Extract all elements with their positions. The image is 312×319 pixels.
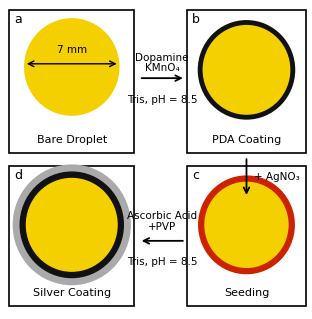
Circle shape (200, 22, 293, 117)
Text: a: a (14, 13, 22, 26)
Text: Seeding: Seeding (224, 288, 269, 298)
Circle shape (13, 165, 130, 285)
Text: c: c (192, 169, 199, 182)
Text: Dopamine: Dopamine (135, 53, 189, 63)
Text: +PVP: +PVP (148, 222, 176, 232)
Text: KMnO₄: KMnO₄ (145, 63, 180, 73)
Bar (187, 10, 306, 153)
Text: Tris, pH = 8.5: Tris, pH = 8.5 (127, 95, 197, 105)
Bar (9, 166, 134, 306)
Circle shape (24, 18, 119, 116)
Circle shape (201, 179, 292, 271)
Circle shape (27, 179, 117, 271)
Text: b: b (192, 13, 200, 26)
Text: Silver Coating: Silver Coating (33, 288, 111, 298)
Bar (187, 166, 306, 306)
Text: Bare Droplet: Bare Droplet (37, 135, 107, 145)
Text: d: d (14, 169, 22, 182)
Text: Ascorbic Acid: Ascorbic Acid (127, 211, 197, 221)
Bar (9, 10, 134, 153)
Text: 7 mm: 7 mm (57, 45, 87, 55)
Text: Tris, pH = 8.5: Tris, pH = 8.5 (127, 257, 197, 267)
Text: + AgNO₃: + AgNO₃ (254, 172, 300, 182)
Text: PDA Coating: PDA Coating (212, 135, 281, 145)
Circle shape (20, 172, 123, 278)
